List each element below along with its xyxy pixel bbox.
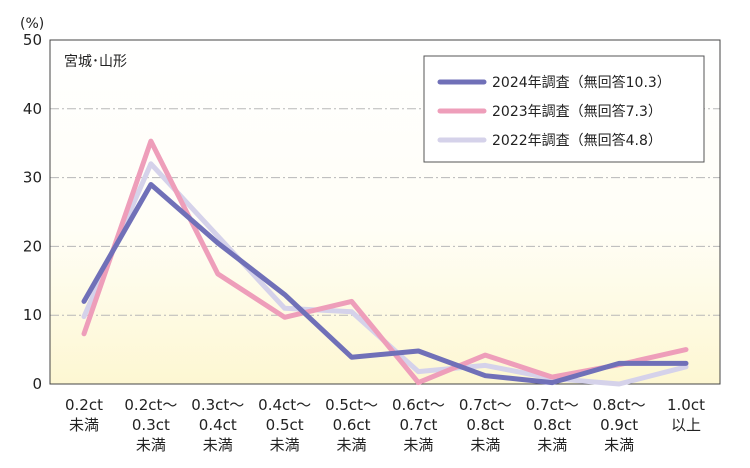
x-axis-categories: 0.2ct 未満 0.2ct〜 0.3ct 未満 0.3ct〜 0.4ct 未満 0.4ct〜 0… <box>65 396 705 454</box>
x-category-label: 0.8ct <box>533 416 571 434</box>
series-lines <box>81 138 689 387</box>
x-category-label: 0.5ct〜 <box>325 396 378 414</box>
series-line <box>81 182 689 386</box>
x-category-label: 未満 <box>604 436 634 454</box>
legend-label: 2023年調査（無回答7.3） <box>492 103 662 120</box>
legend-label: 2024年調査（無回答10.3） <box>492 74 671 91</box>
x-category-label: 0.3ct <box>132 416 170 434</box>
legend: 2024年調査（無回答10.3） 2023年調査（無回答7.3） 2022年調査（無… <box>423 55 705 163</box>
x-category-label: 0.8ct <box>466 416 504 434</box>
x-category-label: 0.7ct <box>399 416 437 434</box>
gridlines <box>50 108 720 316</box>
x-category-label: 0.8ct〜 <box>593 396 646 414</box>
x-category-label: 0.2ct <box>65 396 103 414</box>
legend-label: 2022年調査（無回答4.8） <box>492 132 662 149</box>
x-category-label: 0.5ct <box>266 416 304 434</box>
x-category-label: 0.9ct <box>600 416 638 434</box>
y-tick-label: 30 <box>23 169 42 187</box>
x-category-label: 0.6ct <box>333 416 371 434</box>
x-category-label: 未満 <box>470 436 500 454</box>
x-category-label: 1.0ct <box>667 396 705 414</box>
x-category-label: 未満 <box>337 436 367 454</box>
x-category-label: 0.7ct〜 <box>526 396 579 414</box>
x-category-label: 0.7ct〜 <box>459 396 512 414</box>
x-category-label: 0.3ct〜 <box>191 396 244 414</box>
y-tick-label: 50 <box>23 31 42 49</box>
y-axis-ticks: 0 10 20 30 40 50 <box>23 31 42 393</box>
x-category-label: 未満 <box>537 436 567 454</box>
region-label: 宮城･山形 <box>64 54 127 70</box>
y-unit-label: (%) <box>20 16 44 32</box>
x-category-label: 以上 <box>671 416 701 434</box>
x-category-label: 未満 <box>69 416 99 434</box>
x-category-label: 0.6ct〜 <box>392 396 445 414</box>
plot-frame <box>49 39 721 385</box>
x-category-label: 未満 <box>403 436 433 454</box>
x-category-label: 0.4ct〜 <box>258 396 311 414</box>
x-category-label: 未満 <box>136 436 166 454</box>
y-tick-label: 40 <box>23 100 42 118</box>
x-category-label: 未満 <box>203 436 233 454</box>
y-tick-label: 10 <box>23 306 42 324</box>
y-tick-label: 20 <box>23 237 42 255</box>
x-category-label: 0.4ct <box>199 416 237 434</box>
x-category-label: 未満 <box>270 436 300 454</box>
x-category-label: 0.2ct〜 <box>124 396 177 414</box>
y-tick-label: 0 <box>32 375 42 393</box>
